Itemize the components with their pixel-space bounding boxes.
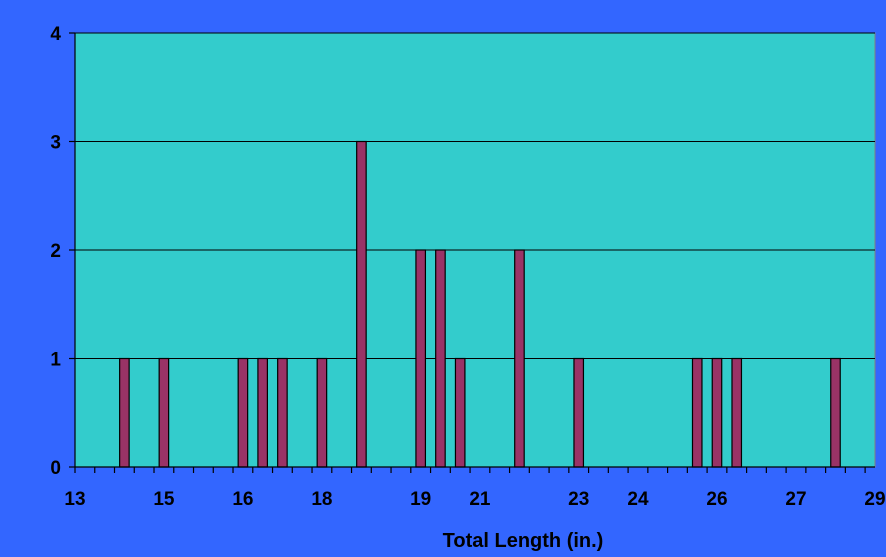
x-tick-label: 19: [410, 489, 431, 510]
axes: [69, 32, 875, 473]
y-tick-label: 4: [50, 24, 61, 45]
y-tick-label: 3: [50, 133, 61, 154]
histogram-bar: [691, 357, 703, 468]
x-tick-label: 27: [785, 489, 806, 510]
histogram-bar: [415, 249, 427, 468]
y-tick-label: 0: [50, 458, 61, 479]
y-tick-label: 2: [50, 241, 61, 262]
x-tick-label: 29: [864, 489, 885, 510]
histogram-bar: [237, 357, 249, 468]
histogram-bar: [158, 357, 170, 468]
x-axis-title: Total Length (in.): [443, 530, 604, 552]
bars: [119, 140, 841, 468]
histogram-bar: [731, 357, 743, 468]
histogram-bar: [514, 249, 525, 468]
x-tick-labels: 13 15 16 18 19 21 23 24 26 27 29: [64, 489, 885, 510]
x-tick-label: 26: [706, 489, 727, 510]
histogram-bar: [316, 357, 328, 468]
histogram-bar: [119, 357, 130, 468]
x-tick-label: 23: [568, 489, 589, 510]
histogram-bar: [573, 357, 585, 468]
x-tick-label: 24: [627, 489, 649, 510]
x-tick-label: 15: [153, 489, 175, 510]
histogram-bar: [435, 249, 446, 468]
x-tick-label: 21: [469, 489, 491, 510]
x-tick-label: 18: [311, 489, 332, 510]
histogram-bar: [356, 140, 367, 468]
histogram-bar: [454, 357, 466, 468]
histogram-bar: [711, 357, 723, 468]
y-tick-labels: 0 1 2 3 4: [50, 24, 61, 479]
histogram-bar: [257, 357, 268, 468]
histogram-bar: [277, 357, 288, 468]
histogram-bar: [830, 357, 841, 468]
x-tick-label: 16: [232, 489, 253, 510]
y-tick-label: 1: [50, 350, 61, 371]
x-tick-label: 13: [64, 489, 85, 510]
